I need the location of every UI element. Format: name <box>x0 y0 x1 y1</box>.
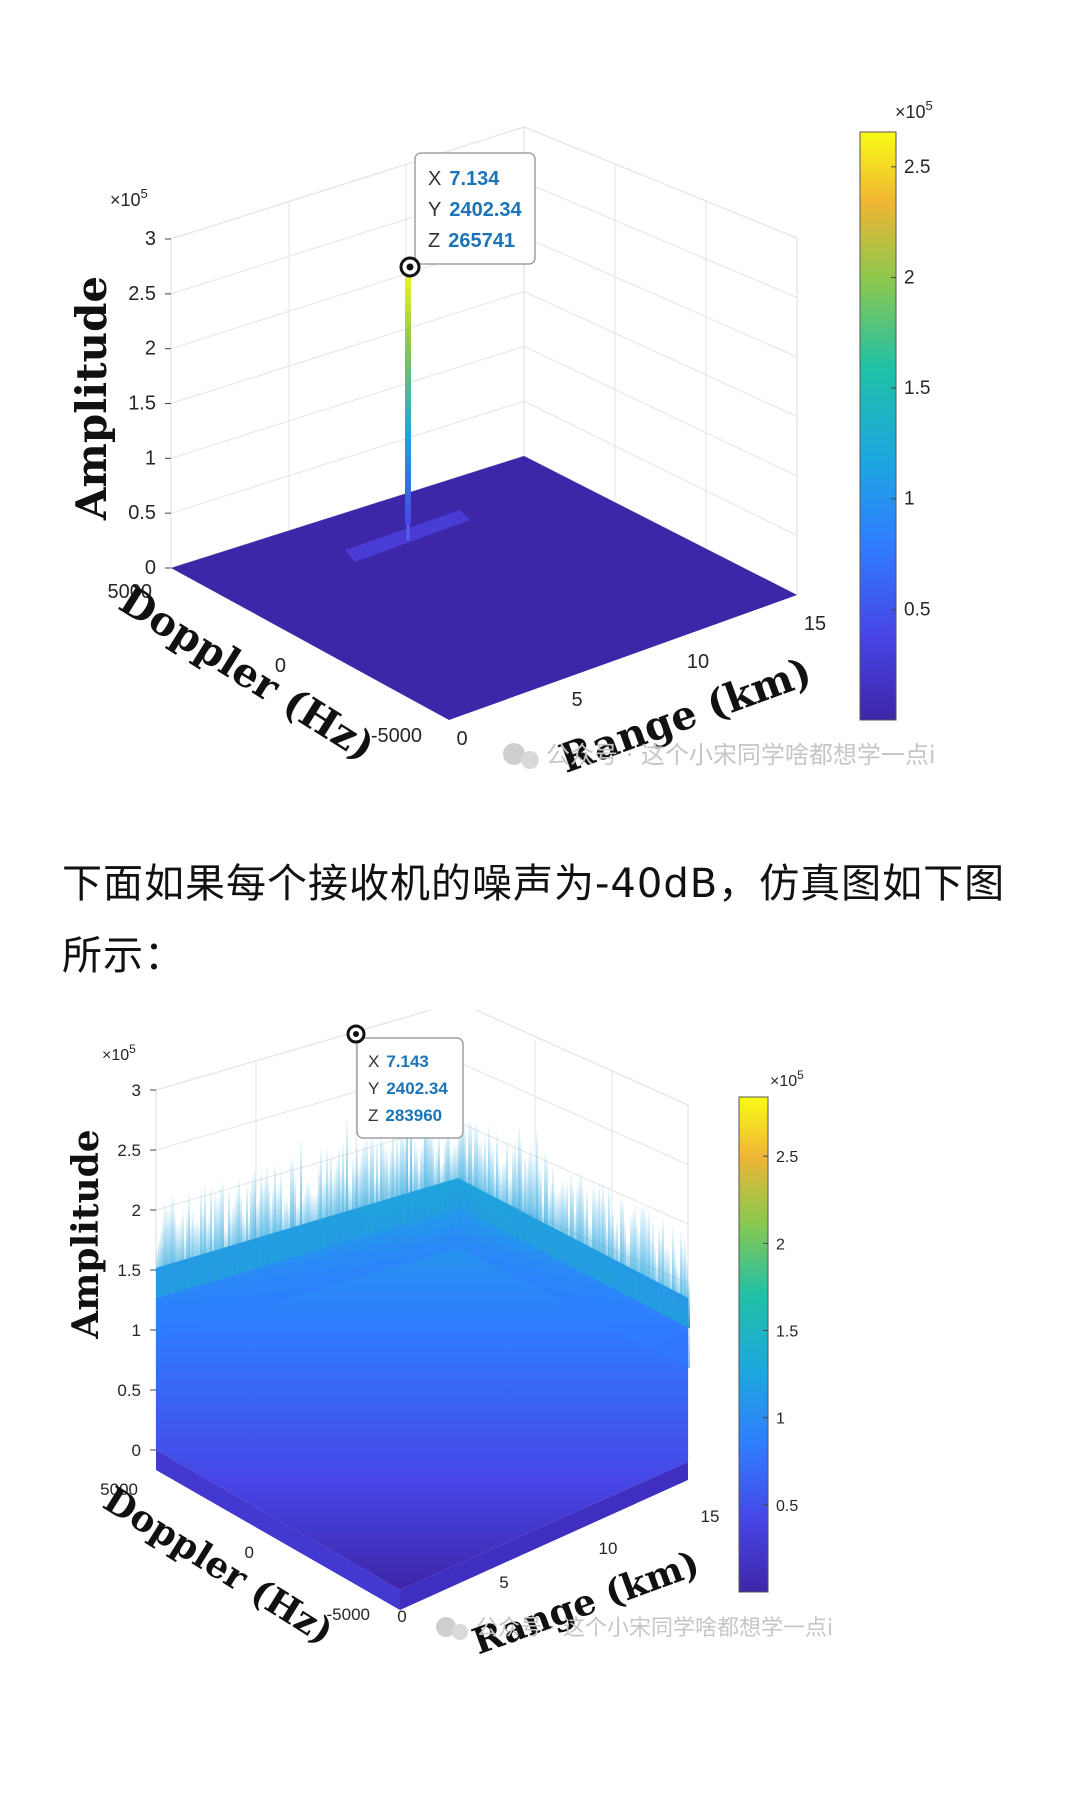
colorbar-tick-label: 1.5 <box>904 378 930 399</box>
z-tick-label: 2 <box>145 338 156 360</box>
svg-text:X7.143: X 7.143 <box>368 1052 429 1071</box>
y-tick-0: 0 <box>245 1543 254 1562</box>
x-tick-5: 5 <box>571 689 582 711</box>
watermark: 公众号 · 这个小宋同学啥都想学一点i <box>436 1616 833 1641</box>
z-tick-label: 3 <box>145 228 156 250</box>
colorbar-tick-label: 1 <box>776 1411 785 1428</box>
data-tip[interactable]: X 7.143 Y 2402.34 Z 283960 <box>346 1024 464 1139</box>
svg-text:X7.134: X 7.134 <box>428 168 500 190</box>
peak-spike <box>405 266 411 524</box>
z-tick-label: 0 <box>145 557 156 579</box>
x-tick-10: 10 <box>687 651 709 673</box>
z-tick-label: 3 <box>132 1081 141 1100</box>
y-tick-neg5000: -5000 <box>371 725 422 747</box>
colorbar <box>738 1096 769 1593</box>
z-axis-label: Amplitude <box>67 276 116 521</box>
wechat-icon <box>436 1617 456 1637</box>
x-tick-15: 15 <box>804 613 826 635</box>
noise-spikes-lower <box>156 1183 690 1368</box>
x-tick-15: 15 <box>701 1507 720 1526</box>
z-tick-label: 0.5 <box>128 502 156 524</box>
noise-surface-front-right <box>400 1462 688 1610</box>
figure-2: 0 0.5 1 1.5 2 2.5 3 ×105 Amplitude 5000 0 -500… <box>0 1010 1080 1800</box>
colorbar-tick-label: 2.5 <box>776 1149 798 1166</box>
svg-text:公众号 · 这个小宋同学啥都想学一点i: 公众号 · 这个小宋同学啥都想学一点i <box>546 741 936 769</box>
z-tick-label: 1.5 <box>117 1261 141 1280</box>
surface-plot-2: 0 0.5 1 1.5 2 2.5 3 ×105 Amplitude 5000 0 -500… <box>65 1010 833 1663</box>
colorbar-tick-label: 2.5 <box>904 157 930 178</box>
z-tick-label: 0 <box>132 1441 141 1460</box>
colorbar-exponent: ×105 <box>895 98 933 122</box>
surface-plot-1: 0 0.5 1 1.5 2 2.5 3 ×105 Amplitude 5000 0 -500… <box>67 98 936 783</box>
x-tick-10: 10 <box>599 1539 618 1558</box>
z-exponent: ×105 <box>102 1042 136 1064</box>
z-tick-label: 1 <box>132 1321 141 1340</box>
x-tick-0: 0 <box>456 728 467 750</box>
surface-floor <box>171 456 797 720</box>
watermark: 公众号 · 这个小宋同学啥都想学一点i <box>503 741 936 769</box>
z-tick-labels: 0 0.5 1 1.5 2 2.5 3 <box>128 228 171 579</box>
colorbar-tick-label: 0.5 <box>904 599 930 620</box>
colorbar-tick-label: 1 <box>904 489 915 510</box>
z-tick-label: 2.5 <box>128 283 156 305</box>
y-tick-0: 0 <box>275 655 286 677</box>
body-paragraph: 下面如果每个接收机的噪声为-40dB，仿真图如下图所示： <box>62 861 1006 979</box>
z-axis-label: Amplitude <box>65 1129 107 1339</box>
colorbar-tick-label: 0.5 <box>776 1498 798 1515</box>
y-tick-5000: 5000 <box>108 581 153 603</box>
y-tick-neg5000: -5000 <box>327 1605 370 1624</box>
figure-1: 0 0.5 1 1.5 2 2.5 3 ×105 Amplitude 5000 0 -500… <box>0 0 1080 800</box>
noise-surface-front-left <box>156 1450 400 1610</box>
z-tick-labels: 0 0.5 1 1.5 2 2.5 3 <box>117 1081 156 1460</box>
y-tick-5000: 5000 <box>100 1480 138 1499</box>
colorbar-tick-label: 2 <box>904 267 915 288</box>
noise-spikes <box>156 1086 690 1328</box>
colorbar-exponent: ×105 <box>770 1068 804 1090</box>
colorbar-ticks: 0.5 1 1.5 2 2.5 <box>891 157 930 620</box>
x-tick-0: 0 <box>397 1607 406 1626</box>
z-tick-label: 1 <box>145 447 156 469</box>
x-tick-5: 5 <box>499 1573 508 1592</box>
noise-surface-body <box>156 1178 688 1590</box>
colorbar-ticks: 0.5 1 1.5 2 2.5 <box>763 1149 798 1515</box>
colorbar <box>859 131 897 721</box>
z-tick-label: 2.5 <box>117 1141 141 1160</box>
svg-text:公众号 · 这个小宋同学啥都想学一点i: 公众号 · 这个小宋同学啥都想学一点i <box>476 1616 833 1641</box>
z-tick-label: 1.5 <box>128 393 156 415</box>
z-gridlines <box>170 126 798 596</box>
z-tick-label: 2 <box>132 1201 141 1220</box>
z-tick-label: 0.5 <box>117 1381 141 1400</box>
data-tip[interactable]: X 7.134 Y 2402.34 Z 265741 <box>399 152 536 278</box>
colorbar-tick-label: 2 <box>776 1236 785 1253</box>
z-exponent: ×105 <box>110 186 148 210</box>
wechat-icon <box>503 743 525 765</box>
colorbar-tick-label: 1.5 <box>776 1324 798 1341</box>
